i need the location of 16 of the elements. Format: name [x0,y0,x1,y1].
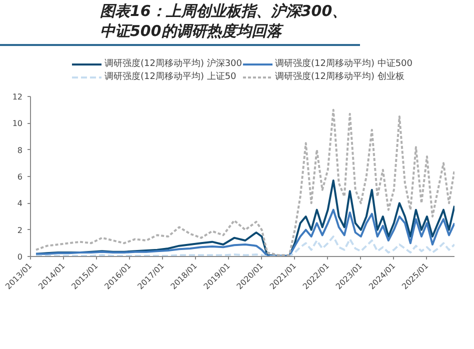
y-tick-label: 2 [17,226,23,235]
y-tick-label: 4 [17,199,23,208]
legend-label: 调研强度(12周移动平均) 中证500 [275,58,413,70]
line-series [35,108,454,256]
line-series [35,208,454,256]
y-tick-label: 0 [17,252,23,262]
chart-title: 图表16：上周创业板指、沪深300、中证500的调研热度均回落 [0,2,360,46]
line-series [35,180,454,256]
legend-label: 调研强度(12周移动平均) 上证50 [104,70,236,83]
legend-label: 调研强度(12周移动平均) 创业板 [275,70,404,83]
line-series [35,236,454,256]
y-tick-label: 6 [17,172,23,182]
legend-label: 调研强度(12周移动平均) 沪深300 [104,58,242,70]
y-tick-label: 10 [12,119,23,128]
y-tick-label: 12 [12,92,23,102]
y-tick-label: 8 [17,146,23,155]
